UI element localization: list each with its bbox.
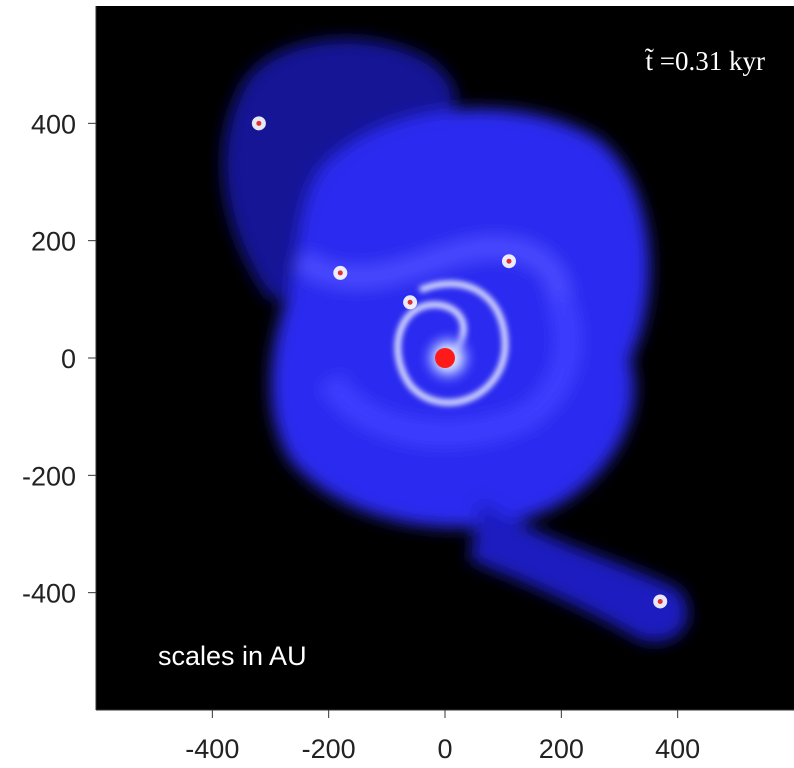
sink-particle [337, 270, 343, 276]
x-tick-label: -200 [302, 734, 356, 764]
sink-particle [657, 598, 663, 604]
x-tick-label: -400 [185, 734, 239, 764]
sink-particle [407, 299, 413, 305]
y-tick-label: 400 [31, 109, 76, 139]
x-tick-label: 400 [655, 734, 700, 764]
sink-particle [506, 258, 512, 264]
y-tick-label: -400 [22, 579, 76, 609]
y-tick-label: 200 [31, 227, 76, 257]
units-label: scales in AU [158, 641, 307, 671]
x-tick-label: 0 [437, 734, 452, 764]
x-tick-label: 200 [539, 734, 584, 764]
time-label: t̃ =0.31 kyr [645, 46, 765, 76]
y-tick-label: -200 [22, 461, 76, 491]
sink-particle [435, 348, 455, 368]
sink-particle [256, 120, 262, 126]
y-tick-label: 0 [61, 344, 76, 374]
